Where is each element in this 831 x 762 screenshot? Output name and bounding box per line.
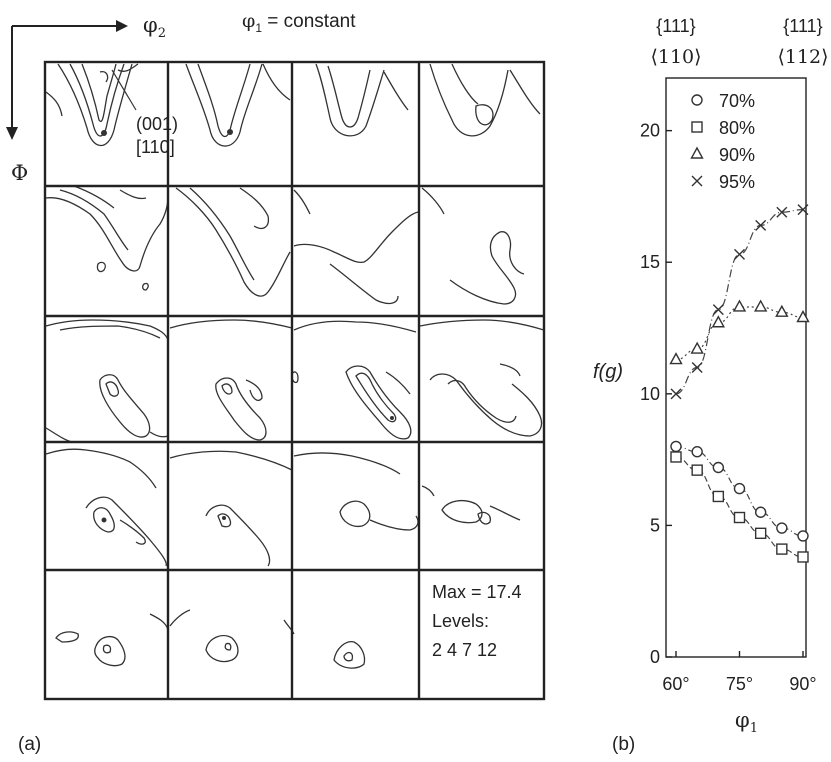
section-grid bbox=[43, 60, 546, 701]
contour-section bbox=[185, 63, 291, 147]
data-point-circle bbox=[712, 461, 725, 474]
data-point-circle bbox=[754, 506, 767, 518]
contour-section bbox=[169, 609, 295, 663]
contour-section bbox=[291, 320, 417, 440]
contour-section bbox=[421, 187, 525, 305]
data-point-triangle bbox=[732, 299, 747, 312]
contour-section bbox=[315, 63, 409, 137]
phi2-arrow-head-icon bbox=[116, 20, 128, 32]
phi1-constant-label: φ1 = constant bbox=[242, 10, 356, 35]
data-point-triangle bbox=[796, 310, 810, 323]
data-point-triangle bbox=[753, 299, 768, 312]
levels-label: Levels: bbox=[432, 611, 489, 631]
x-tick-label: 90° bbox=[789, 674, 816, 694]
contour-section bbox=[45, 448, 167, 567]
top-label-direction: ⟨110⟩ bbox=[650, 46, 701, 68]
contour-section bbox=[175, 187, 291, 297]
data-point-cross bbox=[691, 362, 703, 373]
data-point-cross bbox=[755, 219, 767, 231]
data-point-cross bbox=[670, 388, 682, 400]
y-tick-label: 15 bbox=[640, 252, 660, 272]
x-tick-label: 75° bbox=[726, 674, 753, 694]
Phi-axis-label: Φ bbox=[11, 161, 28, 185]
legend-label: 95% bbox=[719, 172, 755, 192]
axes: 0 5 10 15 20 60° 75° 90° bbox=[640, 121, 817, 694]
legend-marker-circle bbox=[691, 94, 703, 106]
panel-b-label: (b) bbox=[612, 734, 635, 755]
info-cell bbox=[421, 572, 542, 697]
contour-plot bbox=[45, 63, 544, 669]
series-markers bbox=[669, 204, 810, 563]
legend-marker-triangle bbox=[690, 146, 704, 159]
data-point-cross bbox=[776, 206, 788, 218]
annotation-direction: [110] bbox=[136, 137, 175, 157]
legend: 70% 80% 90% 95% bbox=[690, 91, 755, 192]
contour-section bbox=[169, 319, 293, 441]
data-point-square bbox=[691, 464, 703, 476]
data-point-circle bbox=[797, 530, 809, 542]
contour-section bbox=[45, 185, 169, 291]
odf-sections-panel: φ2 φ1 = constant Φ bbox=[6, 10, 546, 755]
y-axis-label: f(g) bbox=[593, 361, 623, 383]
y-tick-label: 10 bbox=[640, 384, 660, 404]
data-point-square bbox=[670, 451, 682, 463]
data-point-cross bbox=[734, 248, 745, 260]
data-point-triangle bbox=[775, 304, 789, 317]
data-point-square bbox=[733, 511, 746, 524]
contour-section bbox=[55, 613, 169, 667]
legend-label: 70% bbox=[719, 91, 755, 111]
legend-marker-cross bbox=[691, 175, 703, 187]
data-point-cross bbox=[712, 304, 724, 316]
contour-section bbox=[293, 452, 419, 531]
plot-frame bbox=[665, 77, 807, 658]
data-point-square bbox=[797, 551, 809, 563]
x-axis-label: φ1 bbox=[735, 708, 758, 736]
annotation-plane: (001) bbox=[136, 114, 178, 134]
top-orientation-labels: {111} ⟨110⟩ {111} ⟨112⟩ bbox=[650, 16, 828, 68]
phi2-axis-label: φ2 bbox=[143, 13, 166, 41]
data-point-triangle bbox=[711, 315, 726, 328]
contour-section bbox=[419, 319, 544, 437]
contour-section bbox=[429, 63, 541, 137]
contour-section bbox=[333, 641, 366, 669]
y-tick-label: 20 bbox=[640, 121, 660, 141]
annotation-leader-line bbox=[111, 69, 137, 111]
data-point-circle bbox=[733, 482, 746, 495]
data-point-square bbox=[776, 543, 788, 555]
contour-section bbox=[169, 450, 293, 567]
x-tick-label: 60° bbox=[662, 674, 689, 694]
series-lines bbox=[675, 208, 804, 558]
fg-line-chart: {111} ⟨110⟩ {111} ⟨112⟩ 0 5 10 15 20 60° 75° 90° 7… bbox=[593, 16, 829, 755]
max-value-label: Max = 17.4 bbox=[432, 582, 522, 602]
levels-values: 2 4 7 12 bbox=[432, 640, 497, 660]
y-tick-label: 5 bbox=[650, 515, 660, 535]
legend-marker-square bbox=[691, 121, 703, 133]
data-point-circle bbox=[776, 522, 788, 534]
panel-a-label: (a) bbox=[18, 734, 41, 755]
data-point-triangle bbox=[669, 352, 683, 365]
y-tick-label: 0 bbox=[650, 647, 660, 667]
legend-label: 80% bbox=[719, 118, 755, 138]
data-point-circle bbox=[691, 446, 703, 458]
contour-section bbox=[293, 189, 419, 305]
Phi-arrow-head-icon bbox=[6, 127, 18, 140]
contour-section bbox=[421, 485, 521, 525]
data-point-circle bbox=[670, 440, 682, 453]
top-label-plane: {111} bbox=[783, 16, 822, 36]
contour-section bbox=[45, 63, 139, 147]
data-point-cross bbox=[797, 204, 809, 216]
top-label-plane: {111} bbox=[656, 16, 695, 36]
data-point-square bbox=[712, 490, 725, 503]
contour-section bbox=[45, 319, 169, 443]
top-label-direction: ⟨112⟩ bbox=[777, 46, 828, 68]
data-point-triangle bbox=[690, 341, 704, 354]
data-point-square bbox=[754, 527, 767, 540]
legend-label: 90% bbox=[719, 145, 755, 165]
